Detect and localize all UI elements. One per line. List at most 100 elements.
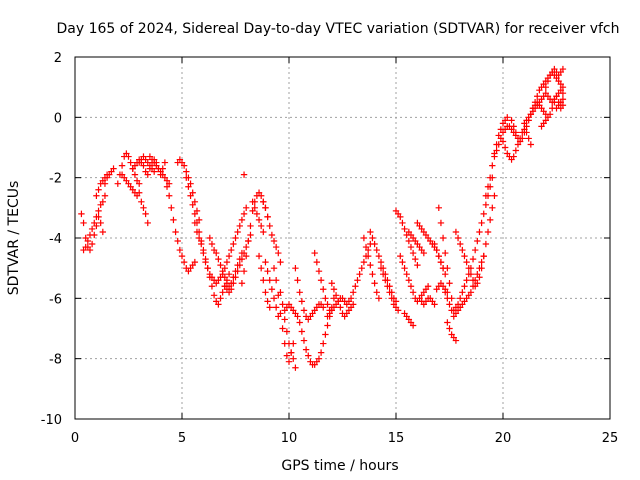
y-tick-label: -8 [49,353,62,368]
data-point [495,141,502,148]
x-tick-label: 20 [495,431,512,446]
data-point [521,129,528,136]
series-j [146,153,173,187]
data-point [322,331,329,338]
data-point [292,264,299,272]
series-v [262,258,282,320]
data-point [279,301,286,308]
data-point [219,289,226,296]
series-n [191,204,250,287]
data-point [367,261,374,269]
y-axis-label: SDTVAR / TECUs [6,181,22,296]
data-point [172,228,179,236]
data-point [431,240,438,248]
data-point [388,295,395,302]
data-point [283,328,291,335]
y-tick-label: -6 [49,292,62,307]
series-ag [377,264,402,314]
data-point [234,228,241,236]
data-point [330,286,338,293]
data-point [272,277,280,284]
data-point [478,219,485,227]
data-point [360,258,368,266]
data-point [542,83,549,91]
data-point [243,243,250,251]
data-point [206,234,214,242]
data-point [292,364,299,371]
data-point [322,295,329,302]
series-k [163,183,199,275]
x-tick-label: 25 [602,431,619,446]
data-point [332,292,340,299]
data-point [482,192,490,199]
data-point [463,277,470,284]
data-point [320,340,327,347]
series-bb [553,96,567,112]
series-d [101,165,117,187]
data-point [439,234,447,242]
data-point [369,234,376,242]
data-point [457,240,464,248]
data-point [268,286,276,293]
data-point [232,274,239,281]
data-point [459,289,466,296]
data-point [478,258,485,266]
data-point [300,307,308,314]
data-point [247,222,254,230]
data-point [482,240,490,248]
series-ba [542,65,567,91]
data-point [546,111,554,118]
data-point [219,267,226,275]
data-point [294,313,301,320]
data-point [317,349,325,356]
x-tick-label: 0 [71,431,79,446]
data-point [183,168,190,175]
data-point [298,298,306,305]
data-point [140,204,147,212]
data-points [78,65,567,371]
data-point [320,286,327,293]
data-point [373,246,380,254]
data-point [245,237,252,245]
data-point [401,225,408,233]
data-point [262,204,269,212]
data-point [217,295,224,302]
data-point [270,295,278,302]
data-point [459,246,466,254]
data-point [210,292,218,299]
data-point [93,192,100,199]
data-point [294,277,301,284]
data-point [407,283,415,290]
data-point [191,219,199,227]
data-point [305,352,312,359]
data-point [84,237,92,245]
data-point [452,228,460,236]
data-point [386,289,393,296]
data-point [287,349,295,356]
data-point [484,228,492,236]
data-point [461,252,468,260]
series-al [405,228,428,257]
series-l [174,156,203,224]
data-point [354,277,361,284]
series-an [418,295,438,308]
grid [75,57,610,419]
series-t [260,198,284,266]
data-point [240,171,248,178]
data-point [262,289,269,296]
data-point [86,231,94,239]
data-point [442,289,449,296]
data-point [403,271,410,278]
data-point [508,117,515,124]
data-point [268,231,276,239]
data-point [208,283,216,290]
data-point [367,228,374,236]
data-point [91,219,98,227]
data-point [260,228,267,236]
data-point [215,255,222,263]
data-point [270,237,278,245]
data-point [446,280,453,287]
data-point [264,213,271,221]
data-point [168,204,175,212]
data-point [266,304,273,311]
